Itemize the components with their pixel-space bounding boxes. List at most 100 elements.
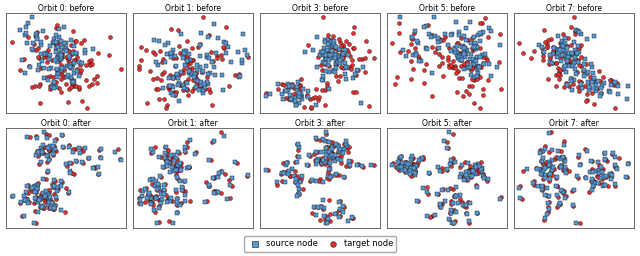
- Point: [49, 185, 59, 189]
- Point: [31, 153, 41, 157]
- Point: [358, 65, 369, 69]
- Point: [186, 73, 196, 77]
- Point: [190, 73, 200, 77]
- Point: [548, 52, 559, 56]
- Point: [166, 51, 177, 56]
- Point: [42, 202, 52, 207]
- Point: [148, 177, 159, 181]
- Point: [136, 202, 147, 206]
- Point: [335, 147, 345, 151]
- Point: [43, 48, 53, 52]
- Point: [562, 46, 572, 50]
- Point: [323, 217, 333, 221]
- Point: [596, 92, 606, 97]
- Point: [408, 67, 418, 71]
- Point: [547, 61, 557, 65]
- Point: [229, 160, 239, 164]
- Point: [195, 42, 205, 46]
- Point: [191, 76, 201, 80]
- Point: [387, 41, 397, 45]
- Point: [446, 201, 456, 206]
- Point: [39, 52, 49, 56]
- Point: [410, 31, 420, 35]
- Point: [422, 193, 433, 197]
- Point: [445, 63, 456, 67]
- Point: [308, 48, 318, 52]
- Point: [406, 42, 416, 46]
- Point: [57, 45, 67, 49]
- Point: [458, 203, 468, 207]
- Point: [591, 86, 602, 90]
- Point: [329, 42, 339, 46]
- Point: [453, 56, 463, 60]
- Point: [409, 162, 419, 166]
- Point: [621, 175, 632, 179]
- Point: [188, 78, 198, 82]
- Point: [540, 173, 550, 177]
- Point: [455, 193, 465, 197]
- Point: [332, 56, 342, 60]
- Point: [463, 66, 474, 70]
- Point: [423, 23, 433, 27]
- Point: [46, 199, 56, 204]
- Point: [291, 103, 301, 108]
- Point: [558, 191, 568, 195]
- Point: [77, 160, 87, 164]
- Point: [172, 200, 182, 204]
- Point: [148, 50, 158, 54]
- Point: [69, 84, 79, 89]
- Point: [291, 177, 301, 181]
- Point: [475, 46, 485, 50]
- Point: [468, 168, 479, 172]
- Point: [237, 61, 247, 65]
- Point: [67, 66, 77, 70]
- Point: [459, 177, 469, 182]
- Point: [433, 165, 443, 169]
- Point: [44, 133, 54, 137]
- Point: [292, 194, 303, 198]
- Point: [327, 45, 337, 49]
- Point: [486, 29, 496, 33]
- Point: [344, 162, 354, 166]
- Point: [515, 196, 525, 200]
- Point: [207, 140, 217, 144]
- Point: [326, 147, 337, 151]
- Point: [56, 50, 67, 54]
- Point: [42, 160, 52, 164]
- Point: [179, 51, 189, 55]
- Point: [477, 169, 487, 173]
- Point: [473, 63, 483, 68]
- Point: [588, 80, 598, 84]
- Point: [169, 90, 179, 94]
- Point: [586, 62, 596, 66]
- Point: [191, 78, 201, 82]
- Point: [612, 167, 622, 171]
- Point: [204, 184, 214, 188]
- Point: [554, 155, 564, 159]
- Point: [468, 100, 479, 104]
- Point: [544, 160, 554, 164]
- Point: [64, 145, 74, 149]
- Point: [77, 161, 88, 165]
- Point: [49, 86, 60, 90]
- Point: [45, 147, 55, 152]
- Point: [335, 54, 346, 58]
- Point: [169, 167, 179, 172]
- Point: [195, 65, 205, 69]
- Point: [184, 67, 195, 71]
- Point: [330, 56, 340, 60]
- Point: [42, 136, 52, 140]
- Point: [70, 39, 81, 43]
- Point: [202, 80, 212, 84]
- Point: [299, 105, 309, 109]
- Point: [294, 178, 304, 182]
- Point: [31, 198, 41, 202]
- Point: [294, 145, 304, 149]
- Point: [92, 81, 102, 85]
- Point: [568, 51, 579, 55]
- Point: [471, 183, 481, 187]
- Point: [413, 199, 423, 203]
- Point: [338, 66, 348, 70]
- Point: [49, 184, 59, 188]
- Point: [53, 187, 63, 191]
